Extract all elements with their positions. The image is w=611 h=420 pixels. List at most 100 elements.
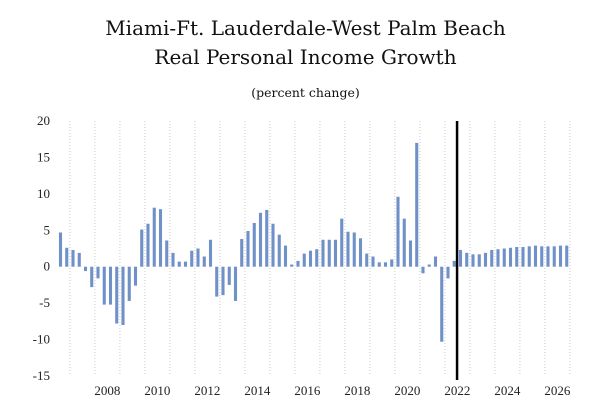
bar bbox=[552, 246, 556, 267]
bar bbox=[308, 250, 313, 267]
bar bbox=[246, 231, 250, 267]
bar bbox=[565, 245, 569, 267]
x-tick-label: 2014 bbox=[244, 383, 271, 398]
x-tick-label: 2026 bbox=[544, 383, 571, 398]
bar bbox=[158, 209, 163, 267]
bar bbox=[102, 266, 106, 305]
bar bbox=[302, 253, 306, 267]
y-tick-label: 20 bbox=[37, 113, 50, 128]
chart-title-line2: Real Personal Income Growth bbox=[154, 45, 457, 69]
bar bbox=[265, 209, 269, 267]
bar bbox=[71, 249, 75, 267]
bar bbox=[515, 247, 519, 267]
bar bbox=[358, 238, 363, 267]
bar bbox=[90, 266, 94, 288]
bar bbox=[533, 245, 538, 267]
bar bbox=[421, 266, 425, 274]
bar bbox=[465, 252, 469, 267]
bar bbox=[452, 260, 456, 267]
bar bbox=[221, 266, 225, 296]
bar bbox=[108, 266, 113, 305]
bar bbox=[177, 261, 181, 267]
bar bbox=[171, 252, 175, 267]
bar bbox=[133, 266, 138, 286]
bar bbox=[458, 249, 463, 267]
bar bbox=[396, 196, 400, 267]
bar bbox=[77, 252, 81, 267]
bar bbox=[546, 246, 550, 267]
bar bbox=[146, 223, 150, 267]
y-tick-label: -10 bbox=[33, 332, 50, 347]
bar bbox=[521, 247, 525, 267]
bar bbox=[371, 256, 375, 267]
bar bbox=[383, 262, 388, 267]
bar bbox=[240, 239, 244, 267]
bar bbox=[127, 266, 131, 301]
bar bbox=[271, 223, 275, 267]
x-tick-label: 2020 bbox=[394, 383, 420, 398]
bar bbox=[508, 247, 513, 267]
bar bbox=[202, 256, 206, 267]
bar bbox=[277, 234, 281, 267]
bar bbox=[483, 252, 488, 267]
bar bbox=[340, 218, 344, 267]
bar bbox=[408, 240, 413, 267]
bar bbox=[190, 250, 194, 267]
y-tick-label: -5 bbox=[39, 295, 50, 310]
bar bbox=[327, 239, 331, 267]
bar bbox=[196, 248, 200, 267]
bar bbox=[315, 249, 319, 267]
bar bbox=[296, 260, 300, 267]
y-tick-label: 5 bbox=[44, 222, 51, 237]
bar bbox=[83, 266, 88, 272]
bar bbox=[440, 266, 444, 342]
bar bbox=[165, 240, 169, 267]
x-tick-label: 2012 bbox=[194, 383, 220, 398]
bar bbox=[333, 239, 338, 267]
bar bbox=[490, 249, 494, 267]
bar bbox=[496, 249, 500, 267]
bar bbox=[390, 259, 394, 267]
x-tick-label: 2018 bbox=[344, 383, 370, 398]
chart-title: Miami-Ft. Lauderdale-West Palm Beach bbox=[105, 16, 506, 40]
bar bbox=[540, 246, 544, 267]
bar bbox=[427, 264, 431, 267]
x-tick-label: 2022 bbox=[444, 383, 470, 398]
x-tick-label: 2010 bbox=[144, 383, 170, 398]
bar bbox=[433, 256, 438, 267]
bar bbox=[471, 254, 475, 267]
x-tick-label: 2024 bbox=[494, 383, 521, 398]
bar bbox=[215, 266, 219, 297]
bar bbox=[121, 266, 125, 325]
bar bbox=[252, 223, 256, 267]
y-tick-label: 15 bbox=[37, 149, 50, 164]
x-tick-label: 2008 bbox=[94, 383, 120, 398]
bar bbox=[183, 261, 188, 267]
bar bbox=[402, 218, 406, 267]
bar bbox=[96, 266, 100, 279]
bar bbox=[258, 212, 263, 267]
bar bbox=[415, 142, 419, 267]
bar bbox=[558, 245, 563, 267]
x-tick-label: 2016 bbox=[294, 383, 321, 398]
chart-subtitle: (percent change) bbox=[251, 85, 360, 100]
bar bbox=[377, 262, 381, 267]
bar bbox=[58, 232, 63, 267]
bar bbox=[233, 266, 238, 301]
bar bbox=[352, 232, 356, 267]
y-tick-label: -15 bbox=[33, 368, 50, 383]
bar bbox=[208, 239, 213, 267]
bar bbox=[65, 247, 69, 267]
bar bbox=[365, 253, 369, 267]
bar bbox=[152, 207, 156, 267]
bar bbox=[290, 264, 294, 267]
bar bbox=[140, 229, 144, 267]
bar bbox=[477, 254, 481, 267]
y-tick-label: 0 bbox=[44, 259, 51, 274]
bar bbox=[527, 246, 531, 267]
y-tick-label: 10 bbox=[37, 186, 50, 201]
bar bbox=[227, 266, 231, 285]
bar bbox=[321, 239, 325, 267]
